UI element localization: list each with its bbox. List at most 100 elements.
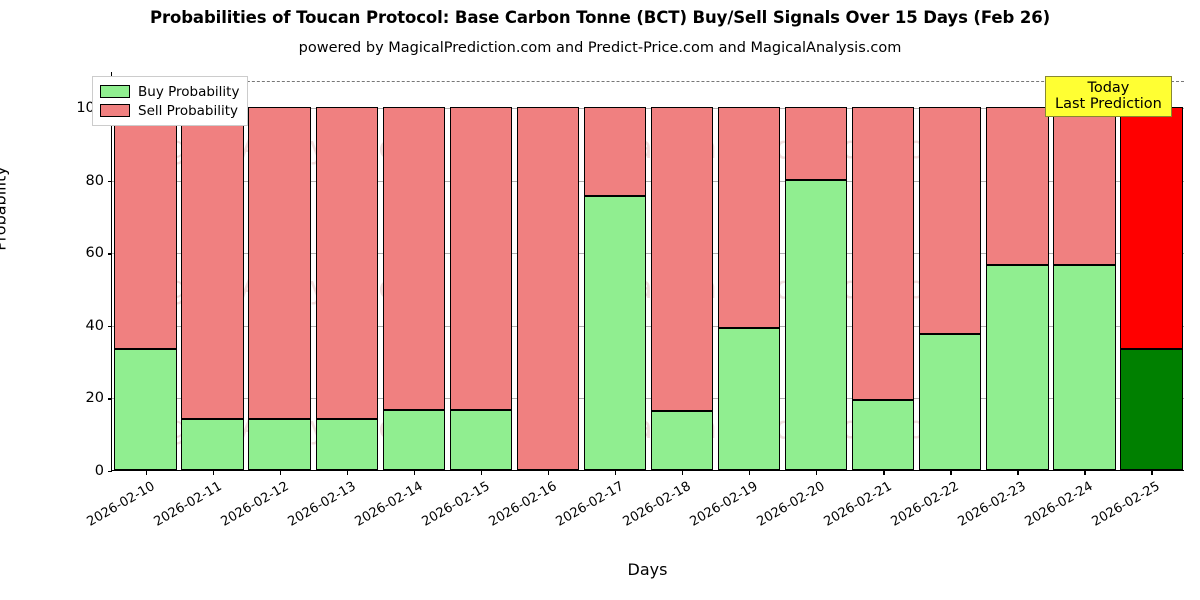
bar-segment-sell[interactable] [852, 107, 915, 400]
chart-subtitle: powered by MagicalPrediction.com and Pre… [298, 40, 902, 56]
y-tick-mark [107, 325, 112, 328]
bar-segment-sell[interactable] [583, 107, 647, 197]
x-tick-label: 2026-02-12 [218, 479, 292, 530]
bar-segment-buy[interactable] [449, 410, 513, 470]
gridline [112, 108, 1184, 110]
x-tick-label: 2026-02-23 [955, 479, 1029, 530]
y-axis-label: Probability [0, 166, 10, 251]
bar-segment-buy[interactable] [248, 419, 311, 470]
x-tick-label: 2026-02-19 [687, 479, 761, 530]
x-tick-label: 2026-02-14 [352, 479, 426, 530]
bar-segment-sell[interactable] [986, 107, 1049, 266]
today-label-line1: Today [1087, 80, 1130, 96]
bar-segment-buy[interactable] [315, 419, 378, 470]
bar-segment-sell[interactable] [516, 107, 580, 470]
bar-segment-sell[interactable] [449, 107, 513, 411]
bar-segment-buy[interactable] [717, 328, 781, 470]
chart-title: Probabilities of Toucan Protocol: Base C… [149, 8, 1051, 27]
x-tick-mark [1017, 470, 1019, 475]
x-tick-mark [212, 470, 214, 475]
x-tick-label: 2026-02-10 [84, 479, 158, 530]
bar-segment-sell[interactable] [1053, 107, 1116, 266]
bar-segment-buy[interactable] [852, 399, 915, 470]
bar-segment-buy[interactable] [114, 349, 177, 470]
bar-group[interactable] [181, 71, 244, 470]
bar-segment-sell[interactable] [1120, 107, 1183, 350]
bar-segment-buy[interactable] [382, 410, 445, 470]
bar-group[interactable] [382, 71, 445, 470]
bar-group[interactable] [919, 71, 982, 470]
today-annotation: Today Last Prediction [1045, 76, 1172, 118]
bar-group[interactable] [986, 71, 1049, 470]
x-tick-label: 2026-02-13 [285, 479, 359, 530]
legend-item[interactable]: Buy Probability [100, 82, 239, 101]
y-tick-mark [107, 471, 112, 473]
bar-group[interactable] [516, 71, 580, 470]
y-tick-label: 60 [85, 245, 104, 262]
bar-group[interactable] [583, 71, 647, 470]
bar-segment-sell[interactable] [382, 107, 445, 411]
gridline [112, 398, 1184, 400]
bar-segment-sell[interactable] [650, 107, 714, 412]
x-tick-mark [346, 470, 349, 475]
x-tick-mark [883, 470, 885, 475]
x-axis-label: Days [627, 560, 668, 579]
y-tick-label: 40 [85, 317, 104, 334]
bar-segment-sell[interactable] [181, 107, 244, 420]
bar-segment-sell[interactable] [248, 107, 311, 420]
bar-segment-buy[interactable] [181, 419, 244, 470]
bar-segment-buy[interactable] [919, 333, 982, 470]
y-tick-mark [107, 398, 112, 400]
bar-group[interactable] [1120, 71, 1183, 470]
bar-group[interactable] [717, 71, 781, 470]
bar-segment-sell[interactable] [717, 107, 781, 329]
x-tick-label: 2026-02-16 [486, 479, 560, 530]
bar-group[interactable] [248, 71, 311, 470]
bar-segment-buy[interactable] [650, 411, 714, 470]
x-tick-label: 2026-02-11 [151, 479, 225, 530]
bar-segment-buy[interactable] [1053, 265, 1116, 470]
bar-segment-buy[interactable] [583, 196, 647, 470]
y-tick-label: 20 [85, 390, 104, 407]
bar-group[interactable] [449, 71, 513, 470]
gridline [112, 180, 1184, 182]
y-tick-label: 100 [76, 100, 104, 117]
y-tick-mark [107, 253, 112, 255]
legend-swatch [100, 104, 130, 117]
bar-group[interactable] [650, 71, 714, 470]
x-tick-mark [413, 470, 416, 475]
x-tick-mark [816, 470, 818, 475]
bar-segment-buy[interactable] [986, 265, 1049, 470]
bar-segment-sell[interactable] [919, 107, 982, 334]
bar-segment-sell[interactable] [784, 107, 848, 180]
x-tick-mark [547, 470, 550, 475]
x-tick-mark [682, 470, 684, 475]
legend-item[interactable]: Sell Probability [100, 101, 239, 120]
x-tick-label: 2026-02-24 [1022, 479, 1096, 530]
today-label-line2: Last Prediction [1055, 96, 1162, 113]
x-tick-mark [1151, 470, 1153, 475]
bar-segment-buy[interactable] [784, 179, 848, 470]
x-tick-label: 2026-02-21 [821, 479, 895, 530]
x-tick-mark [145, 470, 147, 475]
x-tick-label: 2026-02-22 [888, 479, 962, 530]
x-tick-mark [950, 470, 952, 475]
x-tick-mark [279, 470, 281, 475]
y-tick-label: 0 [94, 463, 104, 479]
bar-group[interactable] [852, 71, 915, 470]
x-tick-label: 2026-02-20 [754, 479, 828, 530]
bar-group[interactable] [784, 71, 848, 470]
x-tick-mark [1084, 470, 1086, 475]
bar-group[interactable] [315, 71, 378, 470]
legend-label: Buy Probability [138, 83, 240, 100]
bar-segment-buy[interactable] [1120, 349, 1183, 470]
bar-segment-sell[interactable] [114, 107, 177, 350]
bar-group[interactable] [1053, 71, 1116, 470]
x-tick-mark [749, 470, 751, 475]
bar-group[interactable] [114, 71, 177, 470]
y-tick-mark [107, 180, 112, 183]
plot-area: MagicalAnalysis.comMagicalPrediction.com… [76, 71, 1184, 530]
bar-segment-sell[interactable] [315, 107, 378, 420]
x-tick-label: 2026-02-15 [419, 479, 493, 530]
